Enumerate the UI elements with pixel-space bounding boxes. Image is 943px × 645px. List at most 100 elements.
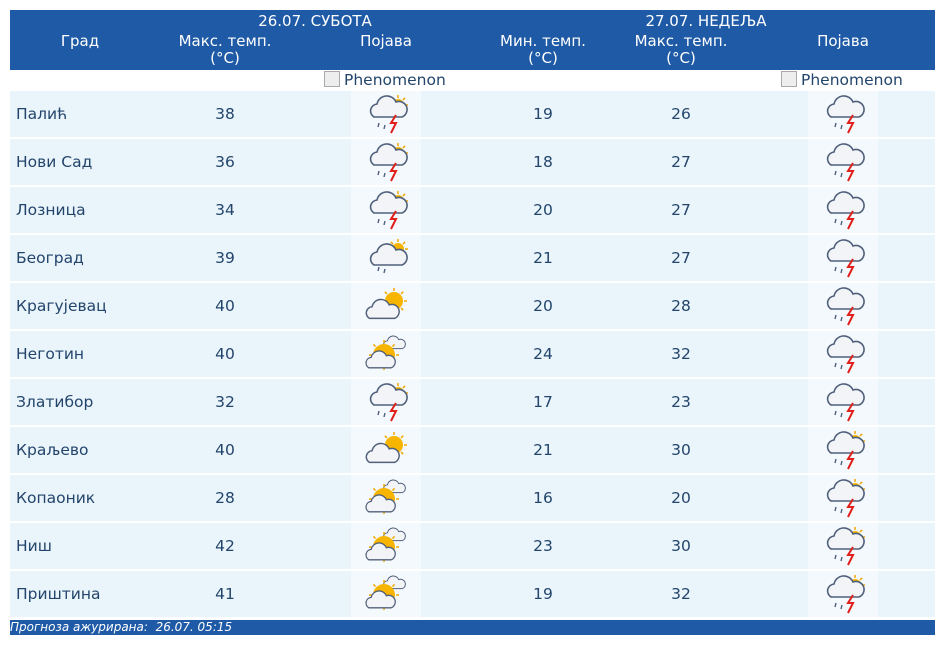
weather-icon — [826, 95, 865, 134]
table-row — [10, 379, 935, 425]
max-temp: 40 — [215, 441, 235, 459]
min-temp: 17 — [533, 393, 553, 411]
weather-icon — [369, 383, 408, 422]
max-temp: 32 — [671, 585, 691, 603]
weather-icon — [365, 479, 406, 514]
min-temp: 19 — [533, 105, 553, 123]
weather-icon — [826, 527, 865, 566]
icon-cell — [351, 331, 421, 377]
table-row — [10, 139, 935, 185]
column-header: Макс. темп. (°C) — [634, 32, 728, 67]
icon-cell — [808, 139, 878, 185]
weather-icon — [369, 191, 408, 230]
min-temp: 21 — [533, 249, 553, 267]
max-temp: 40 — [215, 297, 235, 315]
icon-cell — [808, 475, 878, 521]
max-temp: 36 — [215, 153, 235, 171]
icon-cell — [351, 571, 421, 617]
table-row — [10, 523, 935, 569]
icon-cell — [808, 523, 878, 569]
max-temp: 30 — [671, 441, 691, 459]
icon-cell — [808, 571, 878, 617]
max-temp: 28 — [215, 489, 235, 507]
min-temp: 24 — [533, 345, 553, 363]
weather-icon — [365, 432, 407, 464]
table-row — [10, 427, 935, 473]
icon-cell — [808, 235, 878, 281]
day-title: 27.07. НЕДЕЉА — [645, 12, 767, 30]
max-temp: 34 — [215, 201, 235, 219]
icon-cell — [351, 379, 421, 425]
table-row — [10, 91, 935, 137]
icon-cell — [808, 187, 878, 233]
icon-cell — [351, 475, 421, 521]
weather-icon — [365, 527, 406, 562]
icon-cell — [351, 139, 421, 185]
column-header: Мин. темп. (°C) — [500, 32, 586, 67]
table-row — [10, 571, 935, 617]
city: Палић — [16, 105, 68, 123]
city: Ниш — [16, 537, 52, 555]
table-row — [10, 331, 935, 377]
weather-icon — [365, 288, 407, 320]
max-temp: 26 — [671, 105, 691, 123]
icon-cell — [808, 427, 878, 473]
weather-icon — [826, 191, 865, 230]
max-temp: 32 — [215, 393, 235, 411]
weather-icon — [826, 479, 865, 518]
city: Неготин — [16, 345, 85, 363]
min-temp: 23 — [533, 537, 553, 555]
weather-icon — [826, 431, 865, 470]
min-temp: 20 — [533, 297, 553, 315]
column-header: Макс. темп. (°C) — [178, 32, 272, 67]
max-temp: 39 — [215, 249, 235, 267]
weather-icon — [369, 239, 408, 274]
icon-cell — [808, 379, 878, 425]
min-temp: 21 — [533, 441, 553, 459]
table-row — [10, 235, 935, 281]
icon-cell — [808, 91, 878, 137]
weather-icon — [369, 143, 408, 182]
weather-icon — [365, 575, 406, 610]
city: Нови Сад — [16, 153, 93, 171]
icon-cell — [351, 235, 421, 281]
footer-label: Прогноза ажурирана: — [10, 620, 148, 634]
weather-icon — [369, 95, 408, 134]
icon-cell — [351, 427, 421, 473]
weather-icon — [826, 287, 865, 326]
city: Приштина — [16, 585, 101, 603]
min-temp: 18 — [533, 153, 553, 171]
weather-icon — [826, 575, 865, 614]
icon-cell — [351, 187, 421, 233]
weather-icon — [365, 335, 406, 370]
max-temp: 42 — [215, 537, 235, 555]
city: Златибор — [16, 393, 94, 411]
broken-image: Phenomenon — [781, 71, 903, 89]
city: Београд — [16, 249, 84, 267]
icon-cell — [808, 331, 878, 377]
city: Краљево — [16, 441, 89, 459]
weather-icon — [826, 143, 865, 182]
max-temp: 20 — [671, 489, 691, 507]
max-temp: 27 — [671, 249, 691, 267]
day-title: 26.07. СУБОТА — [258, 12, 372, 30]
table-row — [10, 475, 935, 521]
icon-cell — [351, 523, 421, 569]
max-temp: 27 — [671, 201, 691, 219]
table-row — [10, 283, 935, 329]
broken-image: Phenomenon — [324, 71, 446, 89]
min-temp: 16 — [533, 489, 553, 507]
footer-time: 26.07. 05:15 — [155, 620, 233, 634]
max-temp: 27 — [671, 153, 691, 171]
icon-cell — [351, 283, 421, 329]
header-band — [10, 10, 935, 70]
icon-cell — [351, 91, 421, 137]
icon-cell — [808, 283, 878, 329]
max-temp: 40 — [215, 345, 235, 363]
city: Крагујевац — [16, 297, 107, 315]
min-temp: 19 — [533, 585, 553, 603]
max-temp: 32 — [671, 345, 691, 363]
table-row — [10, 187, 935, 233]
min-temp: 20 — [533, 201, 553, 219]
